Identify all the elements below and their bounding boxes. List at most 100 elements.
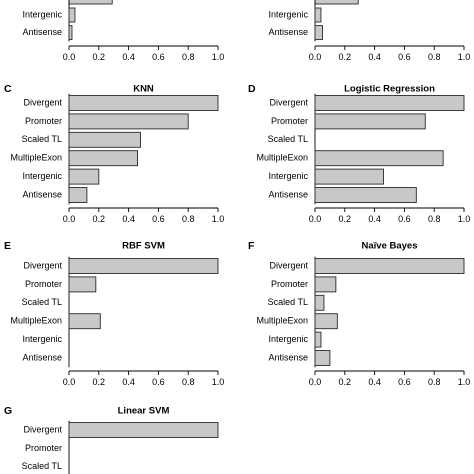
x-tick-label: 0.0 <box>309 52 322 62</box>
bar <box>68 95 219 111</box>
bar <box>68 25 73 41</box>
x-tick-label: 0.6 <box>152 377 165 387</box>
category-label: Promoter <box>25 443 62 453</box>
x-tick-label: 0.0 <box>63 377 76 387</box>
bar <box>314 168 384 185</box>
category-label: MultipleExon <box>256 153 308 163</box>
panel-letter: E <box>4 240 11 252</box>
category-label: Scaled TL <box>268 297 308 307</box>
panel-title: KNN <box>133 84 154 95</box>
panel-title: Naïve Bayes <box>362 241 418 252</box>
category-label: Intergenic <box>268 171 308 181</box>
bar-partial <box>68 0 113 5</box>
bar <box>68 7 76 23</box>
bar <box>68 168 100 185</box>
panel-a: Intergenic Antisense 0.0 0.2 0.4 0.6 0.8 1.0 <box>22 0 224 62</box>
bar <box>314 25 323 41</box>
bar <box>314 276 337 293</box>
bar <box>68 258 219 274</box>
bar <box>68 276 97 293</box>
category-label: MultipleExon <box>10 316 62 326</box>
x-tick-label: 1.0 <box>458 377 471 387</box>
x-tick-label: 0.6 <box>152 214 165 224</box>
bar <box>68 113 189 130</box>
x-tick-label: 0.4 <box>368 214 381 224</box>
panel-title: Logistic Regression <box>344 84 435 95</box>
x-tick-label: 0.2 <box>93 214 106 224</box>
x-tick-label: 1.0 <box>212 214 225 224</box>
category-label: Promoter <box>271 279 308 289</box>
bar <box>68 313 101 330</box>
bar <box>314 350 331 366</box>
category-label: MultipleExon <box>256 316 308 326</box>
category-label: Antisense <box>268 27 308 37</box>
x-tick-label: 0.2 <box>339 377 352 387</box>
x-tick-label: 1.0 <box>212 377 225 387</box>
panel-c: C KNN Divergent Promoter Scaled TL MultipleEx… <box>4 83 224 224</box>
category-label: Antisense <box>22 189 62 199</box>
x-tick-label: 1.0 <box>212 52 225 62</box>
category-label: Antisense <box>22 352 62 362</box>
category-label: Intergenic <box>22 334 62 344</box>
category-label: MultipleExon <box>10 153 62 163</box>
panel-d: D Logistic Regression Divergent Promoter Sca… <box>248 83 470 224</box>
category-label: Divergent <box>23 424 62 434</box>
x-tick-label: 0.6 <box>152 52 165 62</box>
x-tick-label: 0.4 <box>122 214 135 224</box>
x-tick-label: 0.4 <box>368 377 381 387</box>
category-label: Promoter <box>271 116 308 126</box>
x-tick-label: 0.8 <box>428 52 441 62</box>
bar <box>68 131 141 148</box>
category-label: Intergenic <box>22 171 62 181</box>
category-label: Promoter <box>25 116 62 126</box>
x-tick-label: 0.0 <box>63 214 76 224</box>
x-tick-label: 0.4 <box>122 52 135 62</box>
bar <box>68 422 219 438</box>
category-label: Scaled TL <box>22 461 62 471</box>
panel-g: G Linear SVM Divergent Promoter Scaled TL <box>4 405 219 474</box>
bar <box>314 313 338 330</box>
category-label: Divergent <box>269 97 308 107</box>
x-tick-label: 0.0 <box>309 214 322 224</box>
bar <box>68 187 88 203</box>
category-label: Antisense <box>268 352 308 362</box>
category-label: Promoter <box>25 279 62 289</box>
category-label: Divergent <box>269 260 308 270</box>
x-tick-label: 0.8 <box>182 214 195 224</box>
panel-b: Intergenic Antisense 0.0 0.2 0.4 0.6 0.8 1.0 <box>268 0 470 62</box>
x-tick-label: 0.6 <box>398 377 411 387</box>
category-label: Intergenic <box>22 9 62 19</box>
x-tick-label: 0.8 <box>428 377 441 387</box>
x-tick-label: 0.0 <box>309 377 322 387</box>
panel-f: F Naïve Bayes Divergent Promoter Scaled TL Mu… <box>248 240 470 387</box>
bar <box>314 331 322 348</box>
bar <box>314 113 426 130</box>
panel-letter: D <box>248 83 256 95</box>
category-label: Intergenic <box>268 9 308 19</box>
bar <box>68 150 138 167</box>
x-tick-label: 0.6 <box>398 214 411 224</box>
bar-partial <box>314 0 359 5</box>
bar <box>314 187 417 203</box>
category-label: Divergent <box>23 260 62 270</box>
x-tick-label: 0.6 <box>398 52 411 62</box>
panel-title: RBF SVM <box>122 241 165 252</box>
panel-e: E RBF SVM Divergent Promoter Scaled TL Multip… <box>4 240 224 387</box>
x-tick-label: 0.8 <box>182 52 195 62</box>
x-tick-label: 0.2 <box>93 377 106 387</box>
bar <box>314 258 465 274</box>
bar <box>314 294 325 311</box>
bar <box>314 7 322 23</box>
x-tick-label: 0.8 <box>182 377 195 387</box>
category-label: Antisense <box>268 189 308 199</box>
x-tick-label: 1.0 <box>458 214 471 224</box>
x-tick-label: 1.0 <box>458 52 471 62</box>
category-label: Scaled TL <box>22 297 62 307</box>
category-label: Divergent <box>23 97 62 107</box>
x-tick-label: 0.2 <box>339 214 352 224</box>
category-label: Scaled TL <box>22 134 62 144</box>
panel-letter: G <box>4 405 12 417</box>
x-tick-label: 0.8 <box>428 214 441 224</box>
x-tick-label: 0.0 <box>63 52 76 62</box>
